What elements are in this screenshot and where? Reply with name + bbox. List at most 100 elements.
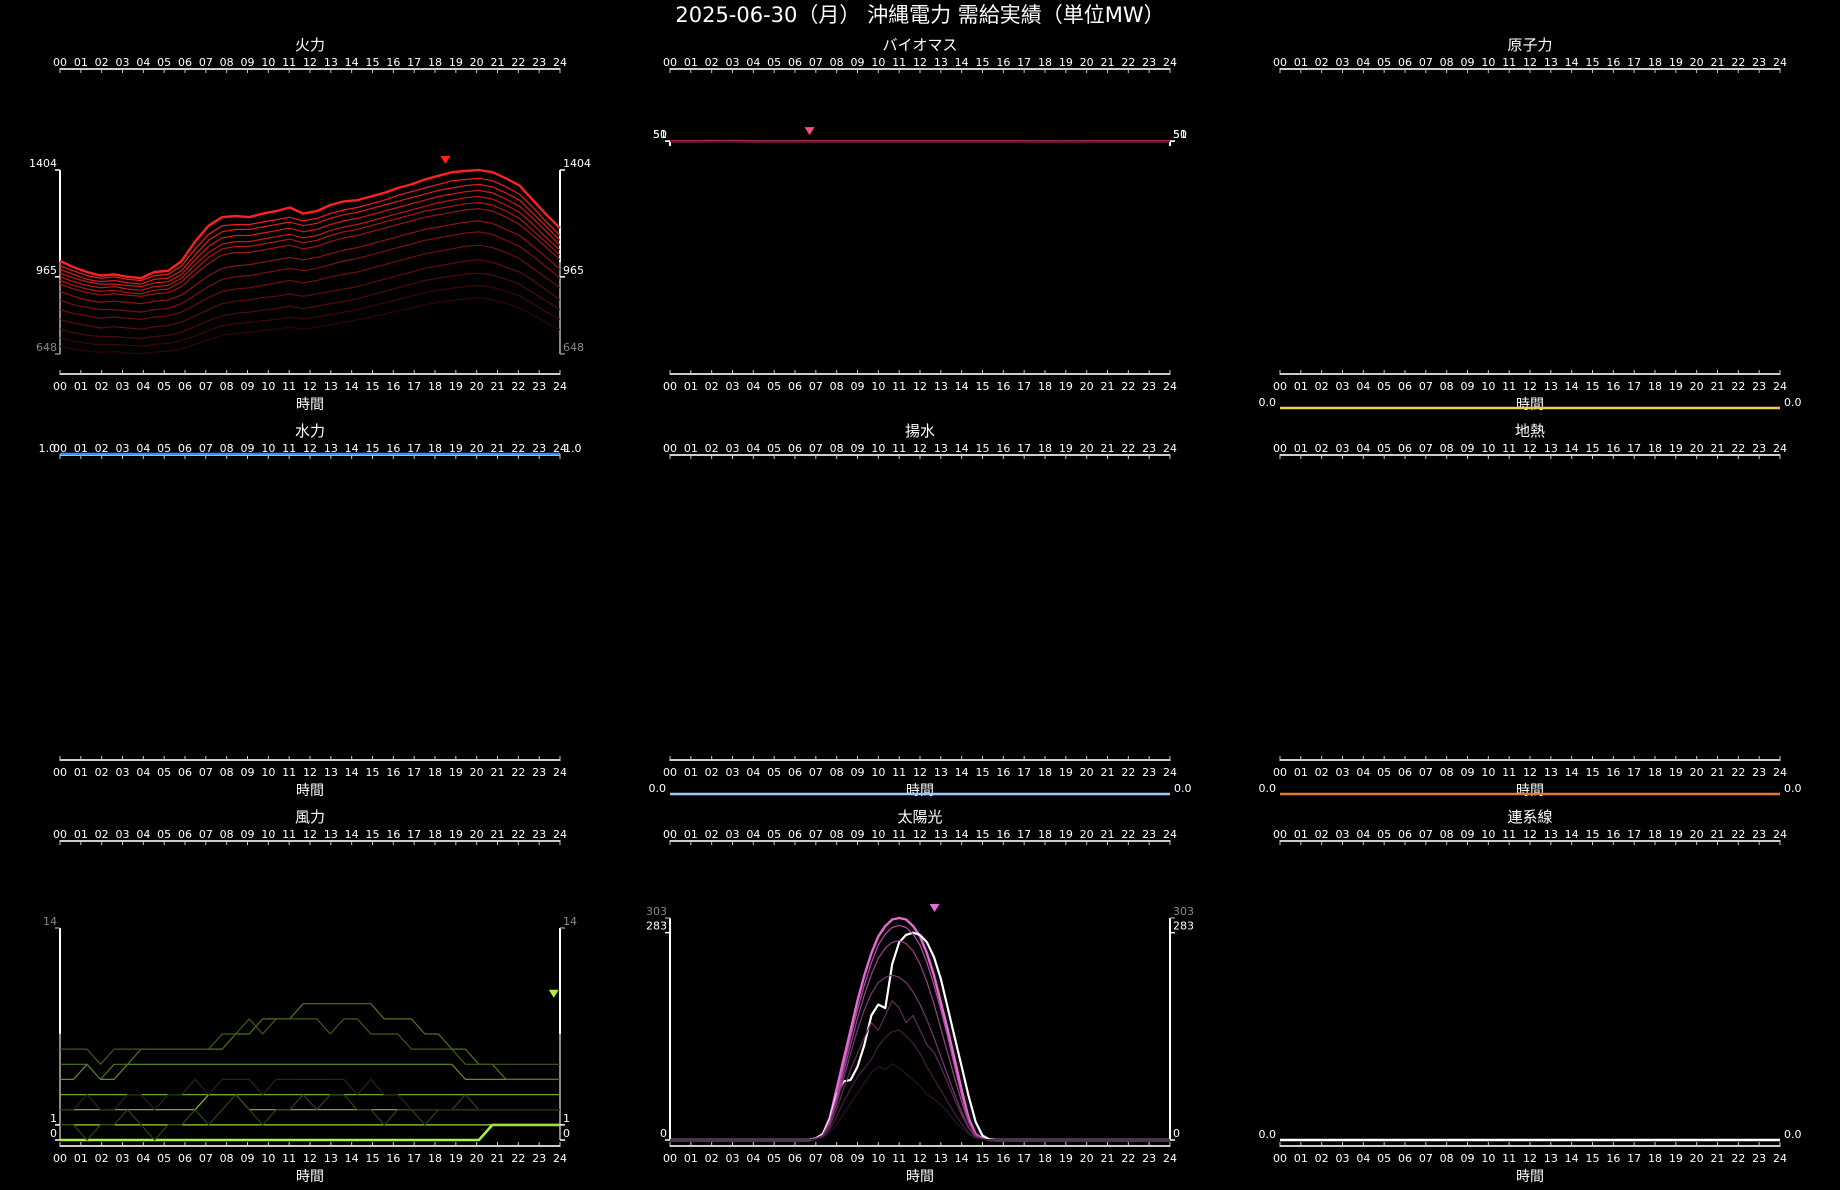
top-tick-label: 12 <box>1523 442 1537 455</box>
bottom-tick-label: 03 <box>116 380 130 393</box>
top-tick-label: 12 <box>913 56 927 69</box>
bottom-tick-label: 10 <box>1481 380 1495 393</box>
bottom-tick-label: 20 <box>1690 1152 1704 1165</box>
bottom-tick-label: 17 <box>1017 766 1031 779</box>
bottom-tick-label: 16 <box>1606 380 1620 393</box>
top-tick-label: 06 <box>1398 442 1412 455</box>
top-tick-label: 01 <box>74 56 88 69</box>
bottom-tick-label: 24 <box>1163 380 1177 393</box>
bottom-tick-label: 05 <box>767 380 781 393</box>
y-tick-label: 50 <box>653 128 667 141</box>
bottom-tick-label: 22 <box>1121 380 1135 393</box>
bottom-tick-label: 09 <box>241 766 255 779</box>
y-tick-label: 14 <box>43 915 57 928</box>
top-tick-label: 03 <box>116 828 130 841</box>
bottom-tick-label: 08 <box>830 766 844 779</box>
top-tick-label: 22 <box>1731 56 1745 69</box>
bottom-tick-label: 16 <box>996 1152 1010 1165</box>
bottom-tick-label: 04 <box>746 380 760 393</box>
series-line <box>670 1063 1170 1141</box>
top-tick-label: 05 <box>767 56 781 69</box>
top-tick-label: 19 <box>449 442 463 455</box>
panel-title: 連系線 <box>1507 808 1552 826</box>
top-tick-label: 01 <box>74 442 88 455</box>
peak-marker <box>440 156 451 164</box>
bottom-tick-label: 18 <box>428 1152 442 1165</box>
bottom-tick-label: 12 <box>303 380 317 393</box>
top-tick-label: 07 <box>1419 828 1433 841</box>
top-tick-label: 10 <box>871 442 885 455</box>
bottom-tick-label: 09 <box>851 380 865 393</box>
bottom-tick-label: 04 <box>1356 766 1370 779</box>
top-tick-label: 13 <box>934 442 948 455</box>
top-tick-label: 14 <box>955 828 969 841</box>
top-tick-label: 24 <box>1163 56 1177 69</box>
bottom-tick-label: 17 <box>1627 380 1641 393</box>
top-tick-label: 08 <box>830 442 844 455</box>
bottom-tick-label: 18 <box>1038 1152 1052 1165</box>
top-tick-label: 14 <box>1565 56 1579 69</box>
top-tick-label: 16 <box>996 442 1010 455</box>
bottom-tick-label: 13 <box>1544 766 1558 779</box>
bottom-tick-label: 11 <box>282 766 296 779</box>
bottom-tick-label: 11 <box>1502 766 1516 779</box>
x-axis-label: 時間 <box>1516 783 1544 799</box>
top-tick-label: 05 <box>157 828 171 841</box>
bottom-tick-label: 14 <box>1565 766 1579 779</box>
bottom-tick-label: 22 <box>1121 766 1135 779</box>
y-tick-label: 303 <box>646 905 667 918</box>
top-tick-label: 02 <box>95 56 109 69</box>
bottom-tick-label: 16 <box>1606 1152 1620 1165</box>
bottom-tick-label: 05 <box>1377 766 1391 779</box>
x-axis-label: 時間 <box>1516 397 1544 413</box>
top-tick-label: 03 <box>726 442 740 455</box>
bottom-tick-label: 01 <box>1294 1152 1308 1165</box>
top-tick-label: 06 <box>1398 56 1412 69</box>
top-tick-label: 06 <box>788 56 802 69</box>
top-tick-label: 18 <box>1648 56 1662 69</box>
top-tick-label: 09 <box>1461 828 1475 841</box>
top-tick-label: 00 <box>1273 442 1287 455</box>
bottom-tick-label: 14 <box>345 380 359 393</box>
top-tick-label: 01 <box>684 442 698 455</box>
top-tick-label: 13 <box>934 828 948 841</box>
bottom-tick-label: 15 <box>1586 1152 1600 1165</box>
top-tick-label: 13 <box>324 828 338 841</box>
top-tick-label: 04 <box>1356 828 1370 841</box>
y-tick-label: 965 <box>36 264 57 277</box>
bottom-tick-label: 23 <box>532 380 546 393</box>
bottom-tick-label: 16 <box>996 380 1010 393</box>
top-tick-label: 11 <box>892 828 906 841</box>
top-tick-label: 00 <box>1273 828 1287 841</box>
top-tick-label: 21 <box>491 828 505 841</box>
top-tick-label: 04 <box>1356 442 1370 455</box>
top-tick-label: 21 <box>1711 56 1725 69</box>
bottom-tick-label: 20 <box>1080 766 1094 779</box>
bottom-tick-label: 13 <box>934 380 948 393</box>
bottom-tick-label: 15 <box>366 380 380 393</box>
bottom-tick-label: 00 <box>53 1152 67 1165</box>
top-tick-label: 02 <box>95 828 109 841</box>
bottom-tick-label: 04 <box>1356 1152 1370 1165</box>
bottom-tick-label: 01 <box>684 1152 698 1165</box>
bottom-tick-label: 04 <box>746 766 760 779</box>
bottom-tick-label: 03 <box>116 1152 130 1165</box>
bottom-tick-label: 03 <box>1336 1152 1350 1165</box>
top-tick-label: 19 <box>1059 56 1073 69</box>
y-tick-label: 0.0 <box>1259 1128 1277 1141</box>
panel-title: 水力 <box>295 422 325 440</box>
bottom-tick-label: 12 <box>913 766 927 779</box>
bottom-tick-label: 07 <box>1419 766 1433 779</box>
series-line <box>59 189 561 288</box>
top-tick-label: 14 <box>1565 828 1579 841</box>
top-tick-label: 19 <box>1669 442 1683 455</box>
top-tick-label: 14 <box>955 56 969 69</box>
top-tick-label: 20 <box>470 828 484 841</box>
top-tick-label: 16 <box>996 828 1010 841</box>
top-tick-label: 11 <box>1502 828 1516 841</box>
top-tick-label: 05 <box>157 56 171 69</box>
y-tick-label: 648 <box>36 341 57 354</box>
top-tick-label: 22 <box>511 56 525 69</box>
bottom-tick-label: 06 <box>1398 380 1412 393</box>
